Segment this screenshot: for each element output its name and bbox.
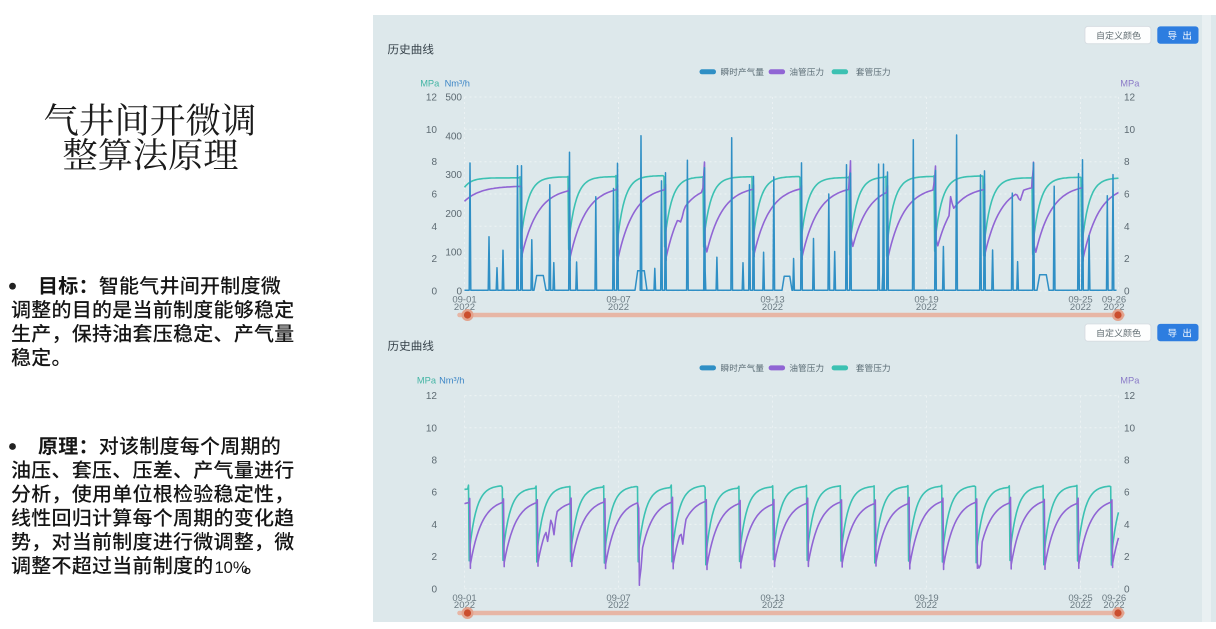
svg-text:200: 200 [445, 209, 462, 220]
svg-text:2022: 2022 [916, 302, 937, 313]
svg-text:6: 6 [431, 488, 437, 499]
svg-text:2: 2 [1124, 552, 1130, 563]
svg-text:09-26: 09-26 [1102, 295, 1126, 306]
svg-text:8: 8 [431, 157, 437, 168]
svg-text:MPa: MPa [420, 79, 440, 89]
svg-text:400: 400 [445, 131, 462, 142]
svg-text:4: 4 [431, 222, 437, 233]
svg-text:0: 0 [456, 287, 462, 298]
svg-text:2022: 2022 [916, 600, 937, 611]
svg-text:2: 2 [431, 552, 437, 563]
svg-text:2022: 2022 [1103, 302, 1124, 313]
svg-text:4: 4 [1124, 222, 1130, 233]
svg-text:09-25: 09-25 [1068, 295, 1092, 306]
svg-text:8: 8 [431, 456, 437, 467]
svg-text:2022: 2022 [608, 600, 629, 611]
svg-text:09-25: 09-25 [1068, 593, 1092, 604]
svg-text:2022: 2022 [1103, 600, 1124, 611]
svg-text:8: 8 [1124, 456, 1130, 467]
svg-text:6: 6 [1124, 190, 1130, 201]
svg-text:09-26: 09-26 [1102, 593, 1126, 604]
svg-text:09-13: 09-13 [760, 295, 784, 306]
svg-text:09-01: 09-01 [452, 295, 476, 306]
svg-text:6: 6 [1124, 488, 1130, 499]
svg-text:Nm³/h: Nm³/h [445, 79, 470, 89]
svg-text:2022: 2022 [608, 302, 629, 313]
svg-text:0: 0 [1124, 287, 1130, 298]
svg-text:2022: 2022 [762, 302, 783, 313]
svg-text:MPa: MPa [417, 376, 437, 386]
svg-text:4: 4 [431, 520, 437, 531]
svg-text:0: 0 [1124, 584, 1130, 595]
svg-text:10: 10 [426, 125, 438, 136]
svg-text:6: 6 [431, 190, 437, 201]
svg-text:2022: 2022 [454, 302, 475, 313]
svg-text:4: 4 [1124, 520, 1130, 531]
svg-text:12: 12 [426, 391, 438, 402]
svg-text:300: 300 [445, 170, 462, 181]
svg-text:2022: 2022 [1070, 302, 1091, 313]
svg-text:2022: 2022 [762, 600, 783, 611]
svg-text:09-19: 09-19 [914, 593, 938, 604]
svg-text:09-07: 09-07 [606, 295, 630, 306]
svg-text:2: 2 [1124, 254, 1130, 265]
svg-text:0: 0 [431, 584, 437, 595]
svg-text:500: 500 [445, 93, 462, 104]
svg-text:MPa: MPa [1120, 79, 1140, 89]
svg-text:12: 12 [1124, 93, 1136, 104]
svg-text:10: 10 [426, 423, 438, 434]
svg-text:09-07: 09-07 [606, 593, 630, 604]
svg-text:09-13: 09-13 [760, 593, 784, 604]
svg-text:2022: 2022 [454, 600, 475, 611]
svg-text:8: 8 [1124, 157, 1130, 168]
svg-text:Nm³/h: Nm³/h [439, 376, 464, 386]
svg-text:0: 0 [431, 287, 437, 298]
svg-text:12: 12 [426, 93, 438, 104]
svg-text:10%: 10% [215, 559, 248, 577]
svg-text:MPa: MPa [1120, 376, 1140, 386]
svg-text:09-19: 09-19 [914, 295, 938, 306]
svg-text:09-01: 09-01 [452, 593, 476, 604]
svg-text:10: 10 [1124, 423, 1136, 434]
svg-text:2022: 2022 [1070, 600, 1091, 611]
svg-text:10: 10 [1124, 125, 1136, 136]
svg-text:12: 12 [1124, 391, 1136, 402]
svg-text:100: 100 [445, 248, 462, 259]
svg-text:2: 2 [431, 254, 437, 265]
